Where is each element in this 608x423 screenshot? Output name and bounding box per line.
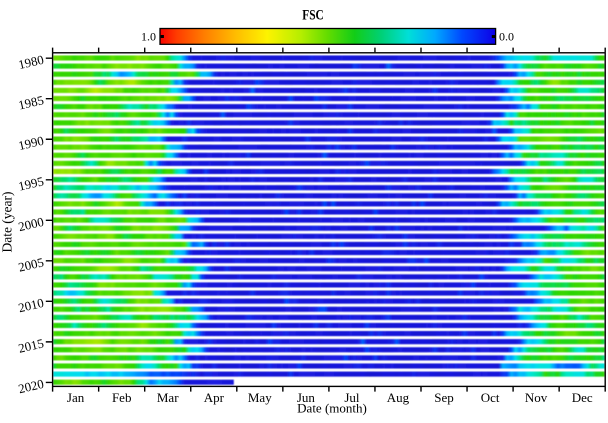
svg-text:Sep: Sep xyxy=(434,390,454,405)
svg-text:FSC: FSC xyxy=(302,8,324,24)
svg-text:Aug: Aug xyxy=(387,390,410,405)
svg-text:2000: 2000 xyxy=(17,215,45,234)
svg-text:1985: 1985 xyxy=(17,93,45,112)
svg-text:Jul: Jul xyxy=(344,390,360,405)
svg-text:2010: 2010 xyxy=(17,296,45,315)
svg-text:2005: 2005 xyxy=(17,255,45,274)
svg-text:Feb: Feb xyxy=(112,390,132,405)
svg-text:1980: 1980 xyxy=(17,53,45,72)
svg-text:0.0: 0.0 xyxy=(499,30,514,44)
svg-text:Date (month): Date (month) xyxy=(297,400,367,415)
svg-text:Jan: Jan xyxy=(67,390,85,405)
svg-text:1.0: 1.0 xyxy=(141,30,156,44)
svg-text:Date (year): Date (year) xyxy=(0,191,15,252)
svg-text:May: May xyxy=(248,390,272,405)
svg-text:1995: 1995 xyxy=(17,174,45,193)
svg-text:1990: 1990 xyxy=(17,134,45,153)
svg-text:Apr: Apr xyxy=(204,390,225,405)
svg-text:Nov: Nov xyxy=(525,390,548,405)
svg-text:2020: 2020 xyxy=(17,377,45,396)
svg-text:Dec: Dec xyxy=(572,390,593,405)
svg-text:2015: 2015 xyxy=(17,336,45,355)
svg-text:Jun: Jun xyxy=(297,390,316,405)
svg-text:Mar: Mar xyxy=(157,390,179,405)
svg-text:Oct: Oct xyxy=(481,390,500,405)
